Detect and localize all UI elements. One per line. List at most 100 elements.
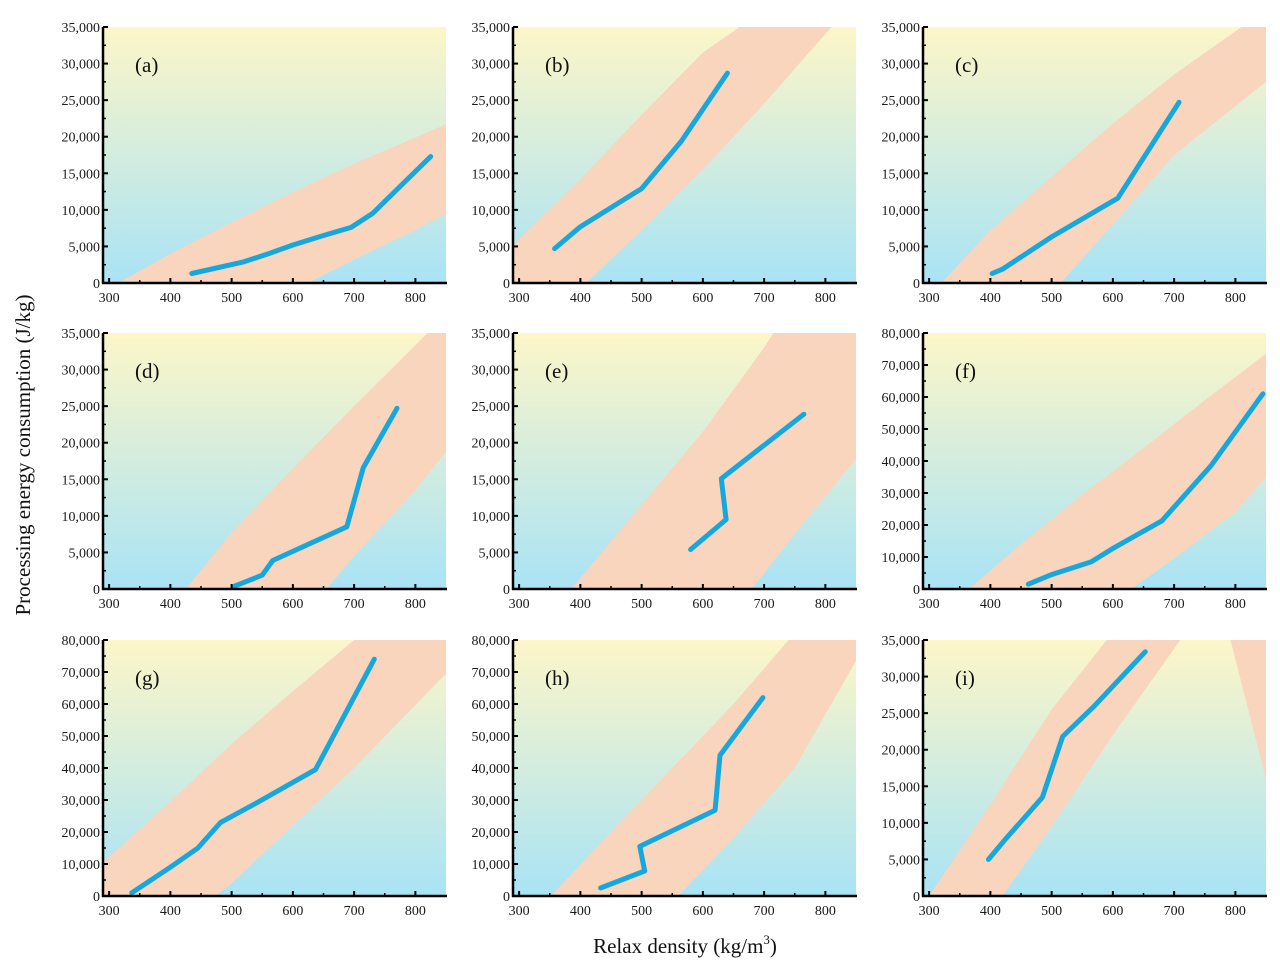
x-tick-label: 600	[692, 291, 713, 306]
panel-label: (f)	[955, 359, 976, 383]
x-tick-label: 600	[692, 904, 713, 919]
y-tick-label: 80,000	[472, 634, 511, 649]
y-tick-label: 15,000	[62, 473, 101, 488]
y-tick-label: 35,000	[62, 327, 101, 342]
confidence-band	[941, 27, 1266, 283]
x-tick-label: 600	[282, 291, 303, 306]
x-tick-label: 600	[282, 904, 303, 919]
y-tick-label: 20,000	[62, 131, 101, 146]
y-tick-label: 70,000	[472, 666, 511, 681]
x-tick-label: 700	[344, 291, 365, 306]
x-tick-label: 300	[509, 597, 530, 612]
y-tick-label: 30,000	[472, 794, 511, 809]
x-tick-label: 700	[1164, 291, 1185, 306]
y-tick-label: 5,000	[889, 853, 921, 868]
confidence-band	[185, 333, 446, 589]
y-tick-label: 10,000	[62, 204, 101, 219]
x-tick-label: 300	[509, 291, 530, 306]
y-tick-label: 60,000	[882, 391, 921, 406]
x-tick-label: 800	[815, 291, 836, 306]
x-axis-title-close: )	[770, 934, 777, 958]
x-tick-label: 400	[160, 597, 181, 612]
y-tick-label: 15,000	[62, 167, 101, 182]
panel-a: 300 400 500 600 700 800 0 5,000 10,000 15,000 20,0…	[62, 21, 447, 306]
x-tick-label: 400	[980, 904, 1001, 919]
x-tick-label: 800	[1225, 597, 1246, 612]
confidence-band	[103, 640, 446, 896]
y-tick-label: 40,000	[882, 455, 921, 470]
y-tick-label: 0	[93, 277, 100, 292]
x-tick-label: 800	[405, 904, 426, 919]
y-tick-label: 20,000	[62, 826, 101, 841]
y-tick-label: 25,000	[62, 94, 101, 109]
x-tick-label: 600	[1102, 597, 1123, 612]
y-tick-label: 0	[503, 277, 510, 292]
panel-g: 300 400 500 600 700 800 0 10,000 20,000 30,000 40,…	[62, 634, 447, 919]
y-tick-label: 30,000	[472, 364, 511, 379]
y-tick-label: 5,000	[479, 546, 511, 561]
y-tick-label: 60,000	[472, 698, 511, 713]
y-tick-label: 10,000	[472, 858, 511, 873]
y-tick-label: 10,000	[472, 510, 511, 525]
y-tick-label: 30,000	[882, 487, 921, 502]
y-tick-label: 10,000	[62, 510, 101, 525]
x-tick-label: 800	[815, 904, 836, 919]
panel-label: (e)	[545, 359, 568, 383]
y-tick-label: 30,000	[882, 58, 921, 73]
panel-label: (c)	[955, 53, 978, 77]
x-axis-title-superscript: 3	[763, 932, 770, 947]
series-line-energy	[232, 405, 400, 589]
x-tick-label: 300	[919, 597, 940, 612]
y-tick-label: 35,000	[882, 634, 921, 649]
x-tick-label: 400	[160, 291, 181, 306]
y-tick-label: 10,000	[882, 204, 921, 219]
panel-label: (b)	[545, 53, 570, 77]
y-tick-label: 30,000	[62, 364, 101, 379]
y-tick-label: 20,000	[472, 131, 511, 146]
y-tick-label: 0	[503, 890, 510, 905]
y-tick-label: 0	[93, 583, 100, 598]
y-tick-label: 50,000	[472, 730, 511, 745]
panels-grid: 300 400 500 600 700 800 0 5,000 10,000 15,000 20,0…	[62, 21, 1267, 919]
y-tick-label: 80,000	[882, 327, 921, 342]
panel-label: (d)	[135, 359, 160, 383]
x-tick-label: 500	[1041, 291, 1062, 306]
x-tick-label: 700	[1164, 904, 1185, 919]
y-tick-label: 25,000	[62, 400, 101, 415]
x-axis-title: Relax density (kg/m3)	[593, 932, 777, 958]
y-tick-label: 30,000	[62, 58, 101, 73]
y-tick-label: 0	[503, 583, 510, 598]
y-tick-label: 10,000	[882, 551, 921, 566]
x-tick-label: 500	[1041, 904, 1062, 919]
panel-label: (i)	[955, 666, 975, 690]
x-tick-label: 600	[692, 597, 713, 612]
panel-e: 300 400 500 600 700 800 0 5,000 10,000 15,000 20,0…	[472, 327, 857, 612]
y-tick-label: 25,000	[882, 94, 921, 109]
y-axis-title: Processing energy consumption (J/kg)	[11, 295, 35, 616]
y-tick-label: 15,000	[882, 780, 921, 795]
x-tick-label: 800	[1225, 904, 1246, 919]
y-tick-label: 5,000	[479, 240, 511, 255]
y-tick-label: 25,000	[472, 400, 511, 415]
confidence-band	[571, 333, 856, 589]
x-tick-label: 400	[570, 597, 591, 612]
y-tick-label: 40,000	[472, 762, 511, 777]
x-tick-label: 600	[1102, 904, 1123, 919]
y-tick-label: 35,000	[472, 21, 511, 36]
x-tick-label: 400	[570, 291, 591, 306]
x-tick-label: 500	[631, 291, 652, 306]
confidence-band	[968, 353, 1266, 589]
series-line-energy	[598, 695, 766, 891]
y-tick-label: 10,000	[62, 858, 101, 873]
x-tick-label: 700	[344, 904, 365, 919]
x-tick-label: 400	[160, 904, 181, 919]
x-tick-label: 300	[509, 904, 530, 919]
y-tick-label: 10,000	[882, 817, 921, 832]
panel-b: 300 400 500 600 700 800 0 5,000 10,000 15,000 20,0…	[472, 21, 857, 306]
y-tick-label: 50,000	[62, 730, 101, 745]
series-line-energy	[688, 411, 807, 552]
x-tick-label: 700	[754, 291, 775, 306]
x-tick-label: 300	[99, 597, 120, 612]
x-tick-label: 400	[570, 904, 591, 919]
